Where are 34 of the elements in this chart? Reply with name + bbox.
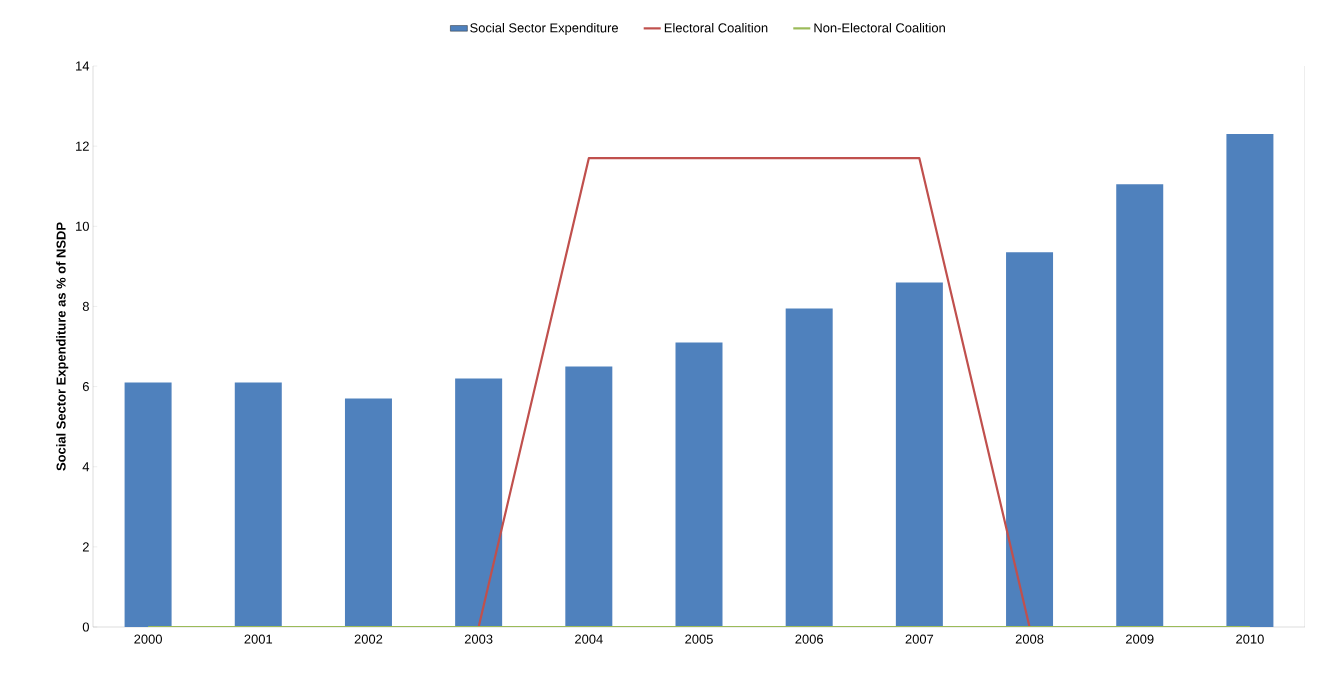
x-tick-label: 2000 [134,634,162,644]
x-tick-label: 2001 [244,634,273,644]
bar [785,308,833,627]
y-tick-label: 10 [76,221,89,231]
y-tick-label: 6 [82,381,89,392]
bar [1226,134,1274,627]
x-tick-label: 2006 [795,634,824,644]
bar [1116,184,1164,627]
bar [565,366,613,627]
x-tick-label: 2005 [685,634,713,644]
y-tick-label: 2 [82,542,89,552]
y-tick-label: 14 [76,61,90,71]
legend-label: Social Sector Expenditure [470,22,618,35]
y-tick-label: 12 [76,141,89,151]
y-tick-label: 0 [82,622,89,632]
x-tick-label: 2010 [1236,634,1264,644]
y-tick-label: 4 [82,462,90,472]
y-tick-label: 8 [82,301,89,312]
x-tick-label: 2002 [354,634,383,644]
bar [455,378,503,627]
x-tick-label: 2003 [464,634,493,644]
bar [895,282,943,627]
x-tick-label: 2007 [905,634,934,644]
x-tick-label: 2009 [1125,634,1154,644]
bar [1006,252,1054,627]
x-tick-label: 2008 [1015,634,1044,644]
bar [675,342,723,627]
bar [234,382,282,627]
legend-label: Non-Electoral Coalition [814,22,945,33]
legend-label: Electoral Coalition [664,22,768,33]
bar [344,398,392,627]
y-axis-title: Social Sector Expenditure as % of NSDP [56,222,69,471]
x-tick-label: 2004 [575,634,603,644]
bar [124,382,172,627]
